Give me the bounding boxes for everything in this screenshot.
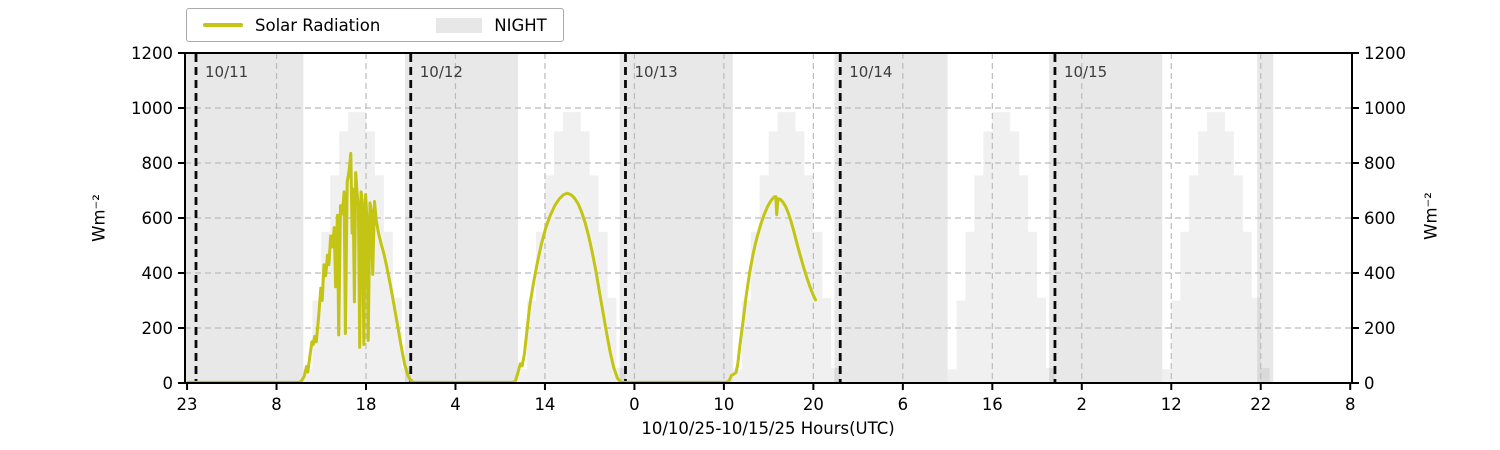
day-label: 10/12: [420, 63, 463, 81]
y-tick-label-left: 200: [142, 319, 174, 338]
legend-solar-label: Solar Radiation: [255, 15, 381, 35]
y-tick-label-right: 1200: [1364, 44, 1406, 63]
x-tick-label: 0: [629, 395, 640, 414]
y-axis-label-right: Wm⁻²: [1421, 192, 1441, 240]
legend-night-label: NIGHT: [494, 15, 547, 35]
clear-sky-steps: [303, 112, 411, 383]
x-axis-label: 10/10/25-10/15/25 Hours(UTC): [641, 419, 895, 438]
x-tick-label: 2: [1077, 395, 1088, 414]
y-tick-label-left: 1200: [131, 44, 173, 63]
y-tick-label-right: 1000: [1364, 99, 1406, 118]
y-axis-label-left: Wm⁻²: [89, 194, 109, 242]
night-band: [185, 53, 304, 383]
day-label: 10/11: [205, 63, 248, 81]
x-tick-label: 20: [803, 395, 824, 414]
y-tick-label-right: 800: [1364, 154, 1396, 173]
legend: Solar Radiation NIGHT: [186, 8, 564, 42]
x-tick-label: 8: [1345, 395, 1356, 414]
clear-sky-steps: [1162, 112, 1270, 383]
y-tick-label-left: 1000: [131, 99, 173, 118]
legend-solar-line-swatch: [203, 23, 243, 27]
x-tick-label: 18: [356, 395, 377, 414]
x-tick-label: 12: [1161, 395, 1182, 414]
y-tick-label-left: 0: [163, 374, 174, 393]
y-tick-label-right: 0: [1364, 374, 1375, 393]
x-tick-label: 8: [271, 395, 282, 414]
x-tick-label: 23: [177, 395, 198, 414]
clear-sky-steps: [732, 112, 841, 383]
y-tick-label-left: 800: [142, 154, 174, 173]
x-tick-label: 4: [450, 395, 461, 414]
x-tick-label: 6: [898, 395, 909, 414]
clear-sky-steps: [947, 112, 1055, 383]
day-label: 10/13: [634, 63, 677, 81]
x-tick-label: 22: [1250, 395, 1271, 414]
y-tick-label-right: 200: [1364, 319, 1396, 338]
night-band: [404, 53, 519, 383]
y-tick-label-left: 400: [142, 264, 174, 283]
day-label: 10/15: [1064, 63, 1107, 81]
x-tick-label: 16: [982, 395, 1003, 414]
x-tick-label: 14: [534, 395, 555, 414]
y-tick-label-left: 600: [142, 209, 174, 228]
y-tick-label-right: 600: [1364, 209, 1396, 228]
x-tick-label: 10: [713, 395, 734, 414]
y-tick-label-right: 400: [1364, 264, 1396, 283]
day-label: 10/14: [849, 63, 892, 81]
legend-night-swatch: [436, 17, 483, 33]
solar-radiation-line: [186, 151, 818, 384]
